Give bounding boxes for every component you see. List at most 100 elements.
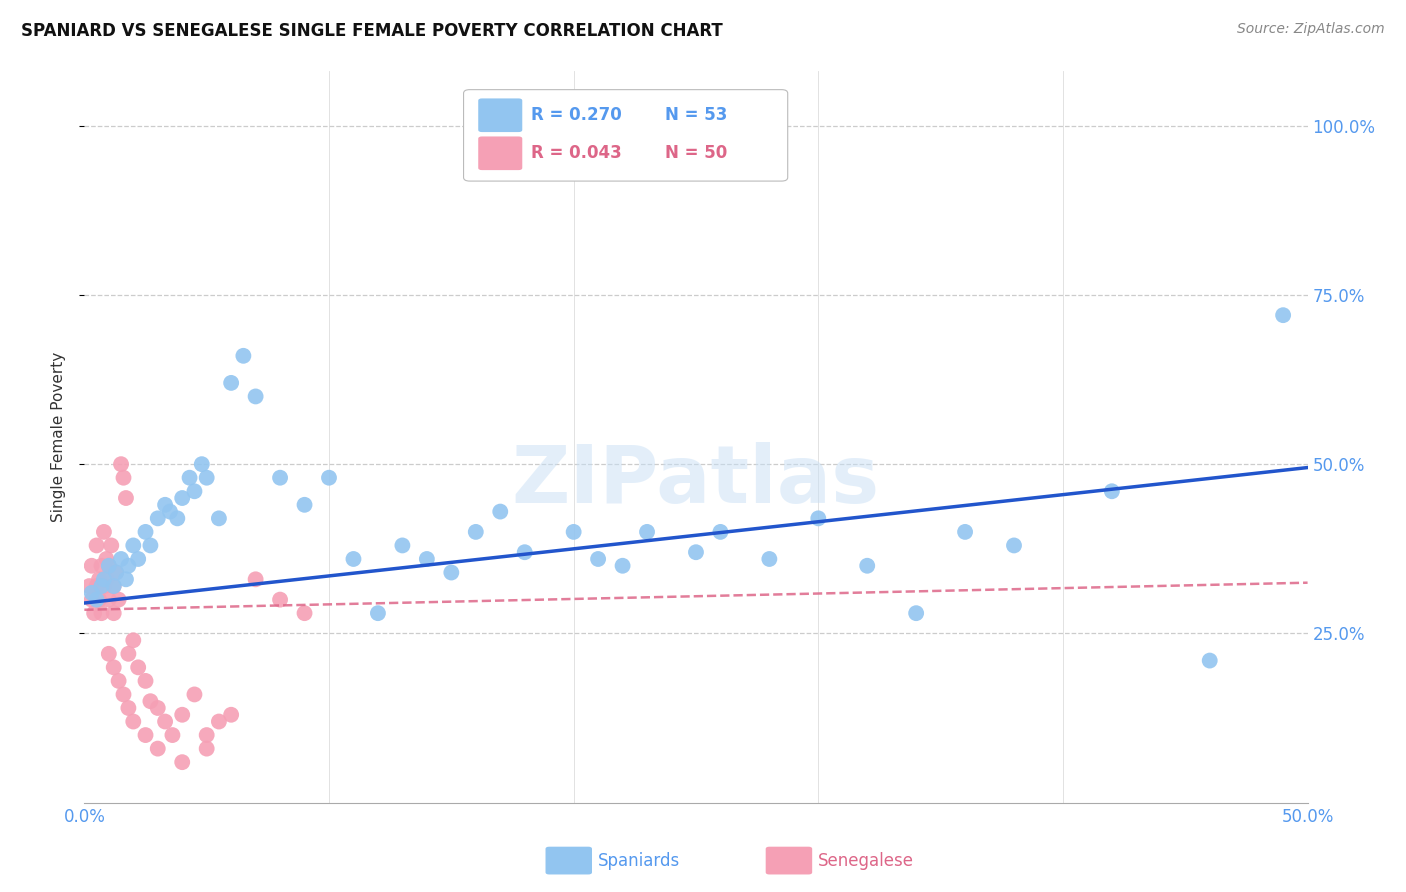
Text: Source: ZipAtlas.com: Source: ZipAtlas.com xyxy=(1237,22,1385,37)
Point xyxy=(219,376,242,390)
Point xyxy=(135,728,157,742)
Point xyxy=(117,558,139,573)
Point xyxy=(87,572,110,586)
FancyBboxPatch shape xyxy=(546,847,592,874)
Point xyxy=(87,592,110,607)
Point xyxy=(342,552,364,566)
Point xyxy=(153,714,176,729)
Point xyxy=(86,579,108,593)
Point xyxy=(195,741,218,756)
Point xyxy=(90,579,112,593)
Point xyxy=(208,511,231,525)
Point xyxy=(294,498,316,512)
Point xyxy=(195,471,218,485)
Point xyxy=(135,673,157,688)
Point xyxy=(117,647,139,661)
FancyBboxPatch shape xyxy=(478,136,522,170)
Point xyxy=(245,389,267,403)
Point xyxy=(90,558,112,573)
Point xyxy=(162,728,184,742)
Point xyxy=(107,592,129,607)
Point xyxy=(110,552,132,566)
Point xyxy=(1272,308,1295,322)
Point xyxy=(172,491,194,505)
Point xyxy=(97,558,120,573)
Point xyxy=(1002,538,1025,552)
Point xyxy=(219,707,242,722)
Point xyxy=(96,552,118,566)
Point xyxy=(86,538,108,552)
Point xyxy=(586,552,609,566)
Point xyxy=(122,633,145,648)
Point xyxy=(513,545,536,559)
Point xyxy=(103,606,125,620)
Point xyxy=(127,660,149,674)
Point xyxy=(135,524,157,539)
Point xyxy=(86,592,108,607)
Text: ZIPatlas: ZIPatlas xyxy=(512,442,880,520)
Point xyxy=(110,457,132,471)
Point xyxy=(80,558,103,573)
Point xyxy=(122,714,145,729)
FancyBboxPatch shape xyxy=(478,98,522,132)
Point xyxy=(856,558,879,573)
Y-axis label: Single Female Poverty: Single Female Poverty xyxy=(51,352,66,522)
Point xyxy=(97,647,120,661)
Point xyxy=(208,714,231,729)
Point xyxy=(96,572,118,586)
FancyBboxPatch shape xyxy=(464,90,787,181)
Point xyxy=(103,579,125,593)
Point xyxy=(146,511,169,525)
Point xyxy=(105,566,128,580)
Point xyxy=(172,707,194,722)
Point xyxy=(391,538,413,552)
Point xyxy=(105,566,128,580)
Point xyxy=(953,524,976,539)
Point xyxy=(97,592,120,607)
Point xyxy=(93,524,115,539)
Point xyxy=(127,552,149,566)
Point xyxy=(685,545,707,559)
Point xyxy=(139,538,162,552)
Point xyxy=(709,524,731,539)
Point xyxy=(103,579,125,593)
Point xyxy=(1101,484,1123,499)
Point xyxy=(905,606,928,620)
Point xyxy=(122,538,145,552)
Point xyxy=(93,579,115,593)
Point xyxy=(758,552,780,566)
Point xyxy=(115,572,138,586)
Point xyxy=(195,728,218,742)
Point xyxy=(191,457,214,471)
Point xyxy=(107,673,129,688)
Point xyxy=(269,592,291,607)
Point xyxy=(115,491,138,505)
Point xyxy=(367,606,389,620)
Point xyxy=(172,755,194,769)
Point xyxy=(179,471,201,485)
Point xyxy=(807,511,830,525)
Point xyxy=(159,505,181,519)
Point xyxy=(183,484,205,499)
Point xyxy=(294,606,316,620)
Text: R = 0.043: R = 0.043 xyxy=(531,145,621,162)
Point xyxy=(146,701,169,715)
Point xyxy=(80,586,103,600)
Point xyxy=(139,694,162,708)
Point xyxy=(77,579,100,593)
Point xyxy=(83,606,105,620)
Point xyxy=(112,471,135,485)
Point xyxy=(464,524,486,539)
Point xyxy=(93,572,115,586)
Point xyxy=(153,498,176,512)
Point xyxy=(80,592,103,607)
Point xyxy=(440,566,463,580)
Point xyxy=(112,688,135,702)
Text: R = 0.270: R = 0.270 xyxy=(531,106,621,124)
Point xyxy=(117,701,139,715)
Point xyxy=(416,552,439,566)
Point xyxy=(245,572,267,586)
Point xyxy=(562,524,585,539)
Text: Spaniards: Spaniards xyxy=(598,852,681,870)
FancyBboxPatch shape xyxy=(766,847,813,874)
